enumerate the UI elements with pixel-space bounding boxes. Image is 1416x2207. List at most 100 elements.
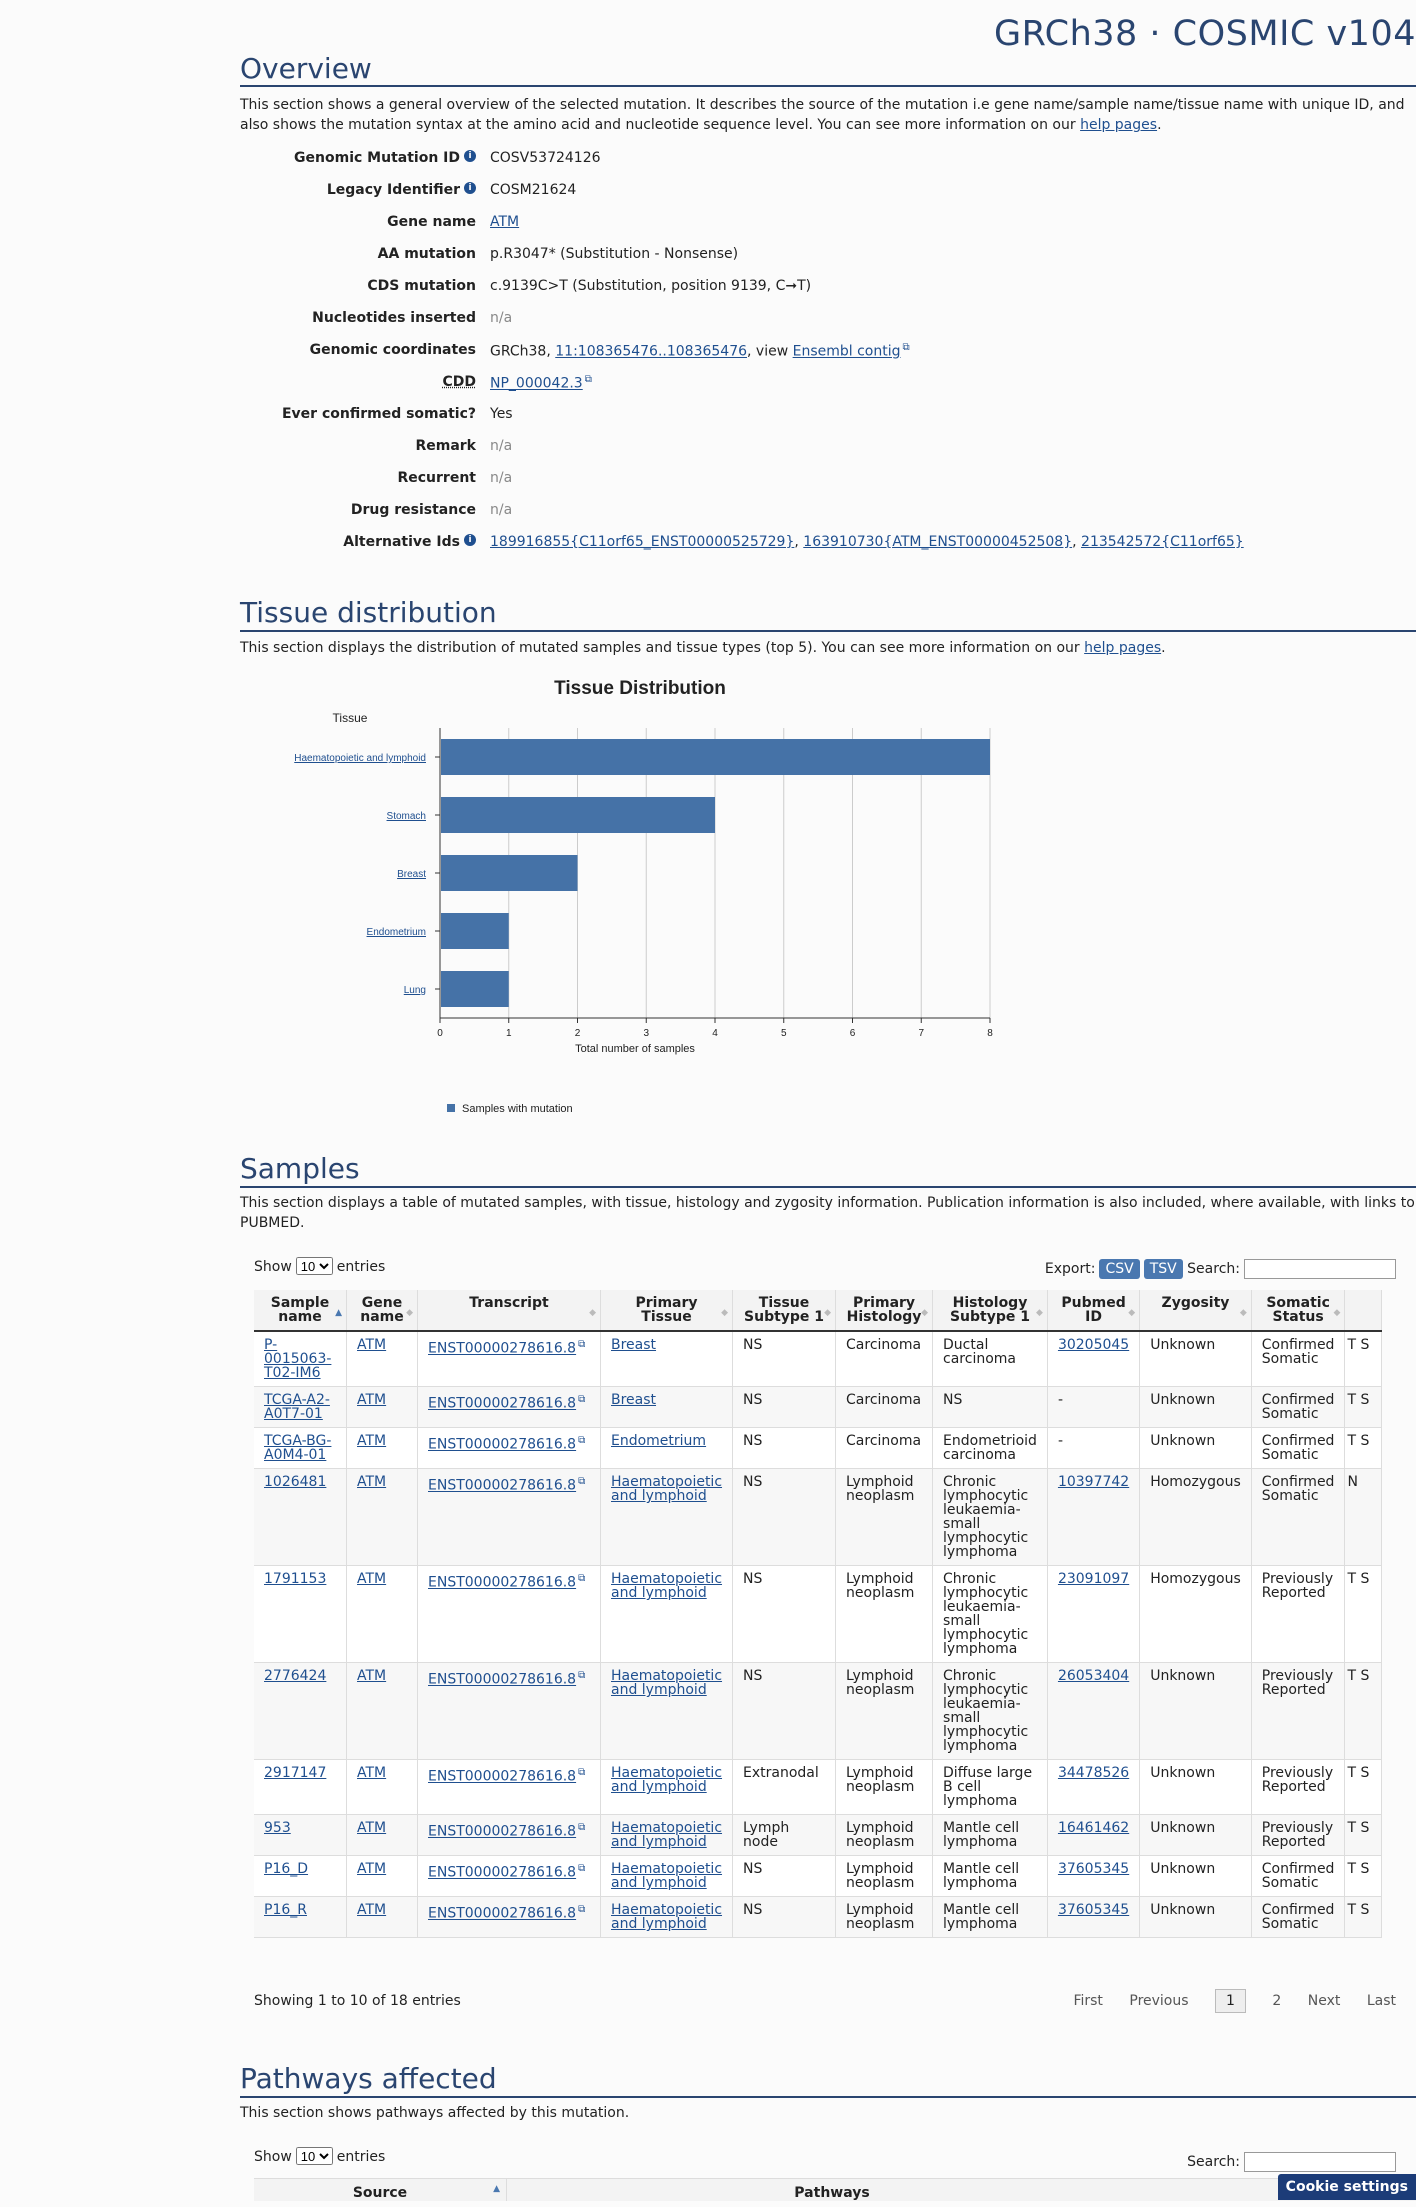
pubmed-link[interactable]: 16461462 bbox=[1057, 1820, 1130, 1836]
column-transcript[interactable]: Transcript ◆ bbox=[417, 1290, 601, 1332]
gene-link[interactable]: ATM bbox=[357, 1433, 387, 1449]
transcript-link[interactable]: ENST00000278616.8 bbox=[428, 1477, 577, 1494]
label-nucleotides-inserted: Nucleotides inserted bbox=[312, 310, 476, 326]
pager-page-2[interactable]: 2 bbox=[1272, 1993, 1282, 2009]
sample-name-link[interactable]: 2917147 bbox=[264, 1765, 327, 1781]
info-icon[interactable]: i bbox=[464, 182, 476, 194]
gene-link[interactable]: ATM bbox=[357, 1571, 387, 1587]
export-tsv-button[interactable]: TSV bbox=[1143, 1259, 1183, 1279]
transcript-link[interactable]: ENST00000278616.8 bbox=[428, 1671, 577, 1688]
gene-name-link[interactable]: ATM bbox=[490, 214, 520, 230]
pager-next[interactable]: Next bbox=[1307, 1993, 1341, 2009]
pager-previous[interactable]: Previous bbox=[1129, 1993, 1189, 2009]
primary-tissue-link[interactable]: Haematopoietic and lymphoid bbox=[611, 1668, 723, 1698]
gene-link[interactable]: ATM bbox=[357, 1765, 387, 1781]
table-header-row: Sample name ▲ Gene name ◆ Transcript ◆ Prim… bbox=[254, 1290, 1383, 1332]
coordinates-link[interactable]: 11:108365476..108365476 bbox=[555, 343, 748, 360]
info-icon[interactable]: i bbox=[464, 150, 476, 162]
column-tissue-subtype[interactable]: Tissue Subtype 1 ◆ bbox=[732, 1290, 837, 1332]
cell-tissue-subtype: NS bbox=[732, 1896, 837, 1938]
pathways-entries-select[interactable]: 10 bbox=[295, 2147, 333, 2165]
samples-search-input[interactable] bbox=[1244, 1259, 1396, 1279]
overview-help-link[interactable]: help pages bbox=[1080, 117, 1158, 133]
alt-id-link[interactable]: 189916855{C11orf65_ENST00000525729} bbox=[490, 534, 795, 550]
primary-tissue-link[interactable]: Haematopoietic and lymphoid bbox=[611, 1571, 723, 1601]
sample-name-link[interactable]: 1026481 bbox=[264, 1474, 327, 1490]
overview-heading: Overview bbox=[240, 52, 372, 85]
sample-name-link[interactable]: TCGA-A2-A0T7-01 bbox=[264, 1392, 330, 1422]
sample-name-link[interactable]: 953 bbox=[264, 1820, 291, 1836]
cell-pubmed-link: 23091097 bbox=[1047, 1565, 1141, 1663]
column-histology-subtype[interactable]: Histology Subtype 1 ◆ bbox=[932, 1290, 1048, 1332]
gene-link[interactable]: ATM bbox=[357, 1820, 387, 1836]
sample-name-link[interactable]: 1791153 bbox=[264, 1571, 327, 1587]
cell-sample-name-link: TCGA-BG-A0M4-01 bbox=[254, 1427, 347, 1469]
samples-entries-select[interactable]: 10 bbox=[295, 1257, 333, 1275]
column-pubmed-id[interactable]: Pubmed ID ◆ bbox=[1047, 1290, 1141, 1332]
pager-first[interactable]: First bbox=[1073, 1993, 1103, 2009]
column-sample-name[interactable]: Sample name ▲ bbox=[254, 1290, 347, 1332]
column-pathways[interactable]: Pathways bbox=[794, 2185, 870, 2201]
primary-tissue-link[interactable]: Haematopoietic and lymphoid bbox=[611, 1861, 723, 1891]
alt-id-link[interactable]: 163910730{ATM_ENST00000452508} bbox=[803, 534, 1073, 550]
pager-page-1[interactable]: 1 bbox=[1215, 1989, 1246, 2013]
pubmed-link[interactable]: 23091097 bbox=[1057, 1571, 1130, 1587]
pubmed-link[interactable]: 26053404 bbox=[1057, 1668, 1130, 1684]
external-link-icon: ⧉ bbox=[578, 1670, 586, 1681]
pathways-search-input[interactable] bbox=[1244, 2152, 1396, 2172]
primary-tissue-link[interactable]: Haematopoietic and lymphoid bbox=[611, 1474, 723, 1504]
sample-name-link[interactable]: 2776424 bbox=[264, 1668, 327, 1684]
primary-tissue-link[interactable]: Haematopoietic and lymphoid bbox=[611, 1765, 723, 1795]
column-zygosity[interactable]: Zygosity ◆ bbox=[1139, 1290, 1252, 1332]
gene-link[interactable]: ATM bbox=[357, 1861, 387, 1877]
primary-tissue-link[interactable]: Haematopoietic and lymphoid bbox=[611, 1902, 723, 1932]
transcript-link[interactable]: ENST00000278616.8 bbox=[428, 1823, 577, 1840]
sample-name-link[interactable]: P16_R bbox=[264, 1902, 307, 1918]
sample-name-link[interactable]: P16_D bbox=[264, 1861, 309, 1877]
cdd-link[interactable]: NP_000042.3 bbox=[490, 375, 583, 392]
transcript-link[interactable]: ENST00000278616.8 bbox=[428, 1768, 577, 1785]
gene-link[interactable]: ATM bbox=[357, 1474, 387, 1490]
table-row: 2776424 ATM ENST00000278616.8 ⧉ Haematopoiet… bbox=[254, 1662, 1383, 1760]
primary-histology-text: Carcinoma bbox=[846, 1433, 922, 1449]
column-gene-name[interactable]: Gene name ◆ bbox=[346, 1290, 418, 1332]
sample-name-link[interactable]: TCGA-BG-A0M4-01 bbox=[264, 1433, 332, 1463]
transcript-link[interactable]: ENST00000278616.8 bbox=[428, 1340, 577, 1357]
info-icon[interactable]: i bbox=[464, 534, 476, 546]
gene-link[interactable]: ATM bbox=[357, 1392, 387, 1408]
export-csv-button[interactable]: CSV bbox=[1099, 1259, 1140, 1279]
pubmed-link[interactable]: 34478526 bbox=[1057, 1765, 1130, 1781]
primary-tissue-link[interactable]: Breast bbox=[611, 1392, 657, 1408]
pubmed-link[interactable]: 37605345 bbox=[1057, 1902, 1130, 1918]
column-somatic-status[interactable]: Somatic Status ◆ bbox=[1251, 1290, 1346, 1332]
pubmed-link[interactable]: 30205045 bbox=[1057, 1337, 1130, 1353]
primary-histology-text: Lymphoid neoplasm bbox=[846, 1820, 915, 1850]
cell-histology-subtype: Diffuse large B cell lymphoma bbox=[932, 1759, 1048, 1815]
column-primary-histology[interactable]: Primary Histology ◆ bbox=[835, 1290, 934, 1332]
column-primary-tissue[interactable]: Primary Tissue ◆ bbox=[600, 1290, 734, 1332]
primary-tissue-link[interactable]: Endometrium bbox=[611, 1433, 707, 1449]
sample-name-link[interactable]: P-0015063-T02-IM6 bbox=[264, 1337, 332, 1381]
gene-link[interactable]: ATM bbox=[357, 1668, 387, 1684]
ensembl-contig-link[interactable]: Ensembl contig bbox=[792, 343, 901, 360]
cell-tissue-subtype: Extranodal bbox=[732, 1759, 837, 1815]
cell-primary-histology: Lymphoid neoplasm bbox=[835, 1565, 934, 1663]
primary-tissue-link[interactable]: Breast bbox=[611, 1337, 657, 1353]
pubmed-link[interactable]: 10397742 bbox=[1057, 1474, 1130, 1490]
transcript-link[interactable]: ENST00000278616.8 bbox=[428, 1864, 577, 1881]
gene-link[interactable]: ATM bbox=[357, 1902, 387, 1918]
cookie-settings-button[interactable]: Cookie settings bbox=[1277, 2174, 1416, 2200]
tissue-help-link[interactable]: help pages bbox=[1084, 640, 1162, 656]
column-source[interactable]: Source ▲ bbox=[254, 2179, 507, 2201]
primary-histology-text: Carcinoma bbox=[846, 1337, 922, 1353]
alt-id-link[interactable]: 213542572{C11orf65} bbox=[1081, 534, 1244, 550]
chart-bar bbox=[441, 797, 715, 833]
transcript-link[interactable]: ENST00000278616.8 bbox=[428, 1436, 577, 1453]
gene-link[interactable]: ATM bbox=[357, 1337, 387, 1353]
transcript-link[interactable]: ENST00000278616.8 bbox=[428, 1574, 577, 1591]
transcript-link[interactable]: ENST00000278616.8 bbox=[428, 1905, 577, 1922]
pubmed-link[interactable]: 37605345 bbox=[1057, 1861, 1130, 1877]
primary-tissue-link[interactable]: Haematopoietic and lymphoid bbox=[611, 1820, 723, 1850]
transcript-link[interactable]: ENST00000278616.8 bbox=[428, 1395, 577, 1412]
pager-last[interactable]: Last bbox=[1366, 1993, 1396, 2009]
